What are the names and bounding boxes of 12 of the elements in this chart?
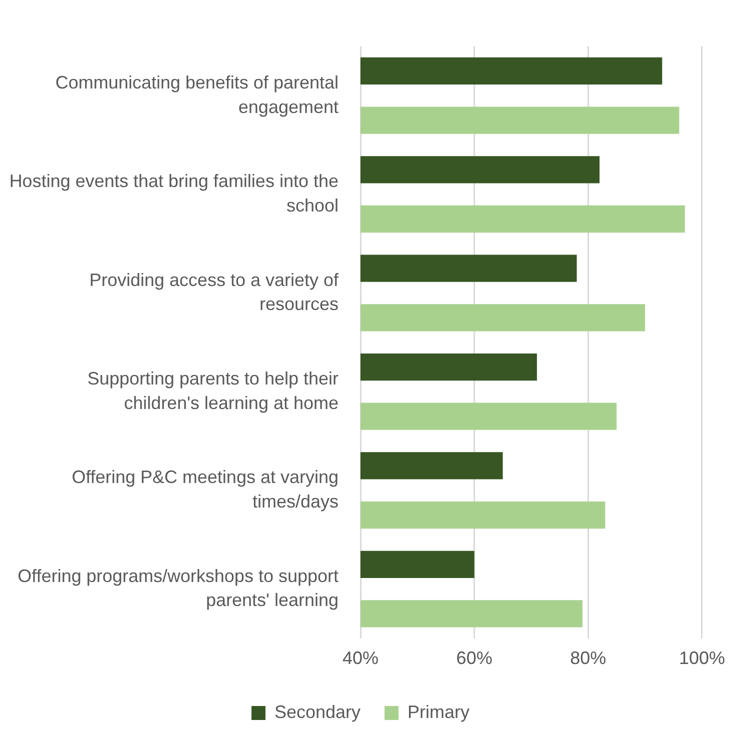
x-tick-label: 60% [456,648,492,668]
y-tick-label: Hosting events that bring families into the school [9,171,338,216]
y-tick-label: Providing access to a variety of resources [89,270,340,314]
y-tick-label: Offering P&C meetings at varying times/days [72,467,338,512]
x-tick-label: 40% [342,648,379,668]
x-tick-label: 100% [678,648,726,668]
y-tick-label: Communicating benefits of parental engagement [55,72,338,117]
legend-label: Primary [408,702,470,722]
y-tick-label: Offering programs/workshops to support parents' learning [18,566,338,610]
y-tick-label: Supporting parents to help their children's learning at home [87,368,338,413]
legend-label: Secondary [274,702,361,722]
x-tick-label: 80% [570,648,606,668]
